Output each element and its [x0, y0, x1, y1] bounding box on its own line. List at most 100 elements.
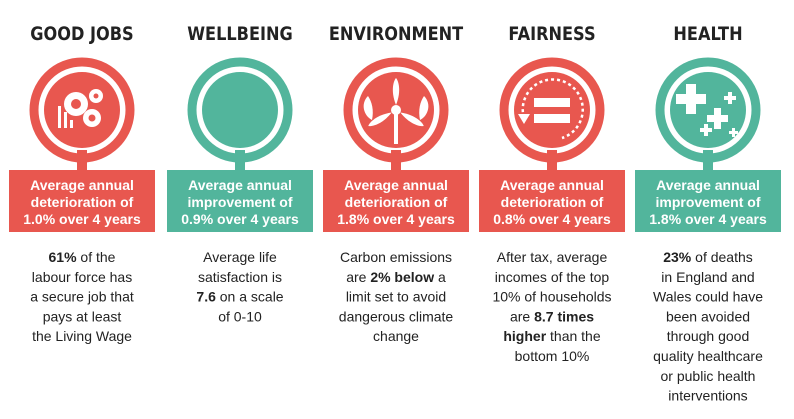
description-text: a secure job that [30, 289, 134, 305]
badge-text: improvement of [187, 194, 292, 210]
description-text: of deaths [691, 249, 753, 265]
icon-disc [202, 72, 278, 148]
badge-text: deterioration of [31, 194, 134, 210]
description-text: of 0-10 [218, 308, 262, 324]
icon-ring [499, 57, 605, 163]
description-text: 8.7 times [534, 308, 594, 324]
description-line: dangerous climate [339, 308, 454, 324]
description-text: are [510, 308, 534, 324]
description-text: been avoided [666, 308, 750, 324]
description-text: After tax, average [497, 249, 608, 265]
badge [323, 170, 469, 232]
description-line: are 2% below a [346, 269, 446, 285]
description-line: satisfaction is [198, 269, 282, 285]
description-text: 7.6 [196, 289, 216, 305]
description-line: incomes of the top [495, 269, 610, 285]
badge-text: improvement of [655, 194, 760, 210]
description-line: 10% of households [492, 289, 611, 305]
description-text: interventions [668, 388, 747, 404]
description-line: limit set to avoid [346, 289, 446, 305]
column-title: ENVIRONMENT [329, 24, 463, 46]
description-text: in England and [661, 269, 754, 285]
description-text: satisfaction is [198, 269, 282, 285]
column-title: HEALTH [673, 24, 742, 46]
description-text: 10% of households [492, 289, 611, 305]
description-text: dangerous climate [339, 308, 454, 324]
description-line: or public health [661, 368, 756, 384]
description-text: 2% below [370, 269, 434, 285]
badge [635, 170, 781, 232]
description-line: change [373, 328, 419, 344]
description-text: or public health [661, 368, 756, 384]
description-line: bottom 10% [515, 348, 590, 364]
health-icon [676, 84, 738, 137]
badge [9, 170, 155, 232]
description-text: limit set to avoid [346, 289, 446, 305]
description-line: 23% of deaths [663, 249, 753, 265]
description-text: change [373, 328, 419, 344]
description-line: Wales could have [653, 289, 763, 305]
description-text: Carbon emissions [340, 249, 452, 265]
description-line: the Living Wage [32, 328, 132, 344]
description-line: quality healthcare [653, 348, 763, 364]
description-text: pays at least [43, 308, 122, 324]
badge-text: Average annual [656, 177, 760, 193]
icon-ring [343, 57, 449, 163]
badge-text: 0.8% over 4 years [493, 211, 611, 227]
description-line: 7.6 on a scale [196, 289, 283, 305]
description-text: the Living Wage [32, 328, 132, 344]
column-title: WELLBEING [187, 24, 293, 46]
description-line: Carbon emissions [340, 249, 452, 265]
description-text: incomes of the top [495, 269, 610, 285]
description-line: of 0-10 [218, 308, 262, 324]
badge-text: 1.0% over 4 years [23, 211, 141, 227]
description-text: 61% [49, 249, 78, 265]
icon-ring [655, 57, 761, 163]
description-text: labour force has [32, 269, 132, 285]
description-text: Wales could have [653, 289, 763, 305]
description-text: higher [503, 328, 546, 344]
badge [479, 170, 625, 232]
badge-text: 1.8% over 4 years [649, 211, 767, 227]
description-text: through good [667, 328, 750, 344]
description-line: been avoided [666, 308, 750, 324]
column-title: GOOD JOBS [30, 24, 133, 46]
description-line: 61% of the [49, 249, 116, 265]
description-text: bottom 10% [515, 348, 590, 364]
badge-text: Average annual [344, 177, 448, 193]
description-line: are 8.7 times [510, 308, 594, 324]
description-text: than the [546, 328, 601, 344]
icons [58, 78, 738, 144]
description-line: interventions [668, 388, 747, 404]
description-line: through good [667, 328, 750, 344]
description-text: 23% [663, 249, 692, 265]
icon-disc [514, 72, 590, 148]
description-line: labour force has [32, 269, 132, 285]
column-title: FAIRNESS [508, 24, 595, 46]
description-line: After tax, average [497, 249, 608, 265]
description-text: on a scale [216, 289, 284, 305]
badge [167, 170, 313, 232]
wind-icon [363, 78, 429, 144]
badge-text: deterioration of [345, 194, 448, 210]
badge-text: deterioration of [501, 194, 604, 210]
description-text: of the [77, 249, 116, 265]
description-text: a [434, 269, 446, 285]
equals-icon [518, 78, 584, 140]
description-line: Average life [203, 249, 277, 265]
description-line: a secure job that [30, 289, 134, 305]
icon-ring [187, 57, 293, 163]
description-text: are [346, 269, 370, 285]
badge-text: Average annual [188, 177, 292, 193]
description-text: quality healthcare [653, 348, 763, 364]
description-line: in England and [661, 269, 754, 285]
description-text: Average life [203, 249, 277, 265]
icon-ring [29, 57, 135, 163]
badge-text: Average annual [30, 177, 134, 193]
description-line: pays at least [43, 308, 122, 324]
